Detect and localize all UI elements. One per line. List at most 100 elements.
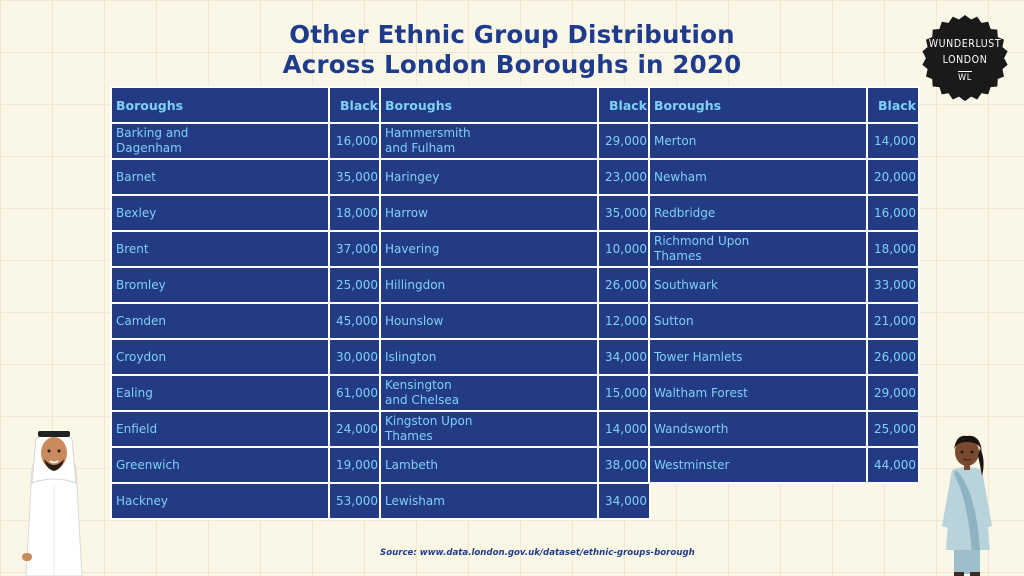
table-row: Tower Hamlets 26,000: [648, 338, 920, 376]
man-in-ghutra-illustration: [22, 431, 83, 576]
borough-name: Redbridge: [648, 194, 868, 232]
table-row: Southwark 33,000: [648, 266, 920, 304]
borough-name: Barking and Dagenham: [110, 122, 330, 160]
borough-value: 26,000: [597, 266, 651, 304]
borough-value: 12,000: [597, 302, 651, 340]
table-row: Bexley 18,000: [110, 194, 382, 232]
table-row: Haringey 23,000: [379, 158, 651, 196]
borough-name: Lambeth: [379, 446, 599, 484]
borough-value: 45,000: [328, 302, 382, 340]
table-row: Merton 14,000: [648, 122, 920, 160]
table-row: Sutton 21,000: [648, 302, 920, 340]
borough-name: Richmond Upon Thames: [648, 230, 868, 268]
borough-value: 35,000: [328, 158, 382, 196]
borough-name: Newham: [648, 158, 868, 196]
borough-name: Barnet: [110, 158, 330, 196]
borough-name: Harrow: [379, 194, 599, 232]
borough-name: Ealing: [110, 374, 330, 412]
borough-name: Lewisham: [379, 482, 599, 520]
borough-value: 24,000: [328, 410, 382, 448]
title-line-2: Across London Boroughs in 2020: [282, 50, 742, 79]
borough-value: 25,000: [866, 410, 920, 448]
borough-value: 30,000: [328, 338, 382, 376]
borough-value: 19,000: [328, 446, 382, 484]
table-row: Kingston Upon Thames 14,000: [379, 410, 651, 448]
borough-value: 61,000: [328, 374, 382, 412]
title-line-1: Other Ethnic Group Distribution: [289, 20, 735, 49]
borough-name: Hounslow: [379, 302, 599, 340]
table-row: Westminster 44,000: [648, 446, 920, 484]
borough-name: Havering: [379, 230, 599, 268]
borough-value: 14,000: [597, 410, 651, 448]
borough-value: 34,000: [597, 338, 651, 376]
table-row: Hackney 53,000: [110, 482, 382, 520]
page-title: Other Ethnic Group Distribution Across L…: [230, 20, 794, 80]
table-row: Havering 10,000: [379, 230, 651, 268]
borough-name: Kingston Upon Thames: [379, 410, 599, 448]
boroughs-table-1: Boroughs Black Barking and Dagenham 16,00…: [110, 86, 382, 520]
borough-name: Bexley: [110, 194, 330, 232]
borough-name: Wandsworth: [648, 410, 868, 448]
boroughs-header: Boroughs: [379, 86, 599, 124]
table-row: Lewisham 34,000: [379, 482, 651, 520]
table-row: Ealing 61,000: [110, 374, 382, 412]
borough-value: 44,000: [866, 446, 920, 484]
table-row: Richmond Upon Thames 18,000: [648, 230, 920, 268]
table-row: Brent 37,000: [110, 230, 382, 268]
borough-name: Islington: [379, 338, 599, 376]
table-row: Harrow 35,000: [379, 194, 651, 232]
borough-name: Bromley: [110, 266, 330, 304]
borough-name: Hillingdon: [379, 266, 599, 304]
table-row: Camden 45,000: [110, 302, 382, 340]
borough-value: 29,000: [866, 374, 920, 412]
black-header: Black: [328, 86, 382, 124]
boroughs-header: Boroughs: [110, 86, 330, 124]
borough-name: Sutton: [648, 302, 868, 340]
boroughs-table-2: Boroughs Black Hammersmith and Fulham 29,…: [379, 86, 651, 520]
logo-badge-icon: [922, 15, 1008, 102]
table-row: Hounslow 12,000: [379, 302, 651, 340]
borough-value: 26,000: [866, 338, 920, 376]
borough-value: 16,000: [866, 194, 920, 232]
logo-line-2: LONDON: [942, 54, 988, 66]
table-row: Islington 34,000: [379, 338, 651, 376]
borough-name: Merton: [648, 122, 868, 160]
black-header: Black: [866, 86, 920, 124]
table-row: Hammersmith and Fulham 29,000: [379, 122, 651, 160]
borough-name: Southwark: [648, 266, 868, 304]
borough-value: 15,000: [597, 374, 651, 412]
table-row: Enfield 24,000: [110, 410, 382, 448]
source-note: Source: www.data.london.gov.uk/dataset/e…: [380, 548, 695, 558]
black-header: Black: [597, 86, 651, 124]
table-row: Newham 20,000: [648, 158, 920, 196]
boroughs-header: Boroughs: [648, 86, 868, 124]
table-row: Bromley 25,000: [110, 266, 382, 304]
borough-name: Croydon: [110, 338, 330, 376]
woman-in-salwar-illustration: [942, 435, 992, 576]
borough-name: Enfield: [110, 410, 330, 448]
table-row: Barnet 35,000: [110, 158, 382, 196]
borough-value: 18,000: [866, 230, 920, 268]
borough-name: Kensington and Chelsea: [379, 374, 599, 412]
borough-value: 35,000: [597, 194, 651, 232]
table-row: Barking and Dagenham 16,000: [110, 122, 382, 160]
table-row: Croydon 30,000: [110, 338, 382, 376]
borough-name: Brent: [110, 230, 330, 268]
borough-value: 33,000: [866, 266, 920, 304]
boroughs-table-3: Boroughs Black Merton 14,000 Newham 20,000…: [648, 86, 920, 484]
borough-value: 25,000: [328, 266, 382, 304]
borough-value: 53,000: [328, 482, 382, 520]
borough-value: 18,000: [328, 194, 382, 232]
borough-value: 14,000: [866, 122, 920, 160]
borough-value: 21,000: [866, 302, 920, 340]
table-header-row: Boroughs Black: [110, 86, 382, 124]
table-row: Wandsworth 25,000: [648, 410, 920, 448]
borough-value: 29,000: [597, 122, 651, 160]
borough-value: 10,000: [597, 230, 651, 268]
borough-value: 34,000: [597, 482, 651, 520]
table-row: Hillingdon 26,000: [379, 266, 651, 304]
borough-value: 38,000: [597, 446, 651, 484]
table-row: Kensington and Chelsea 15,000: [379, 374, 651, 412]
table-header-row: Boroughs Black: [379, 86, 651, 124]
borough-name: Greenwich: [110, 446, 330, 484]
